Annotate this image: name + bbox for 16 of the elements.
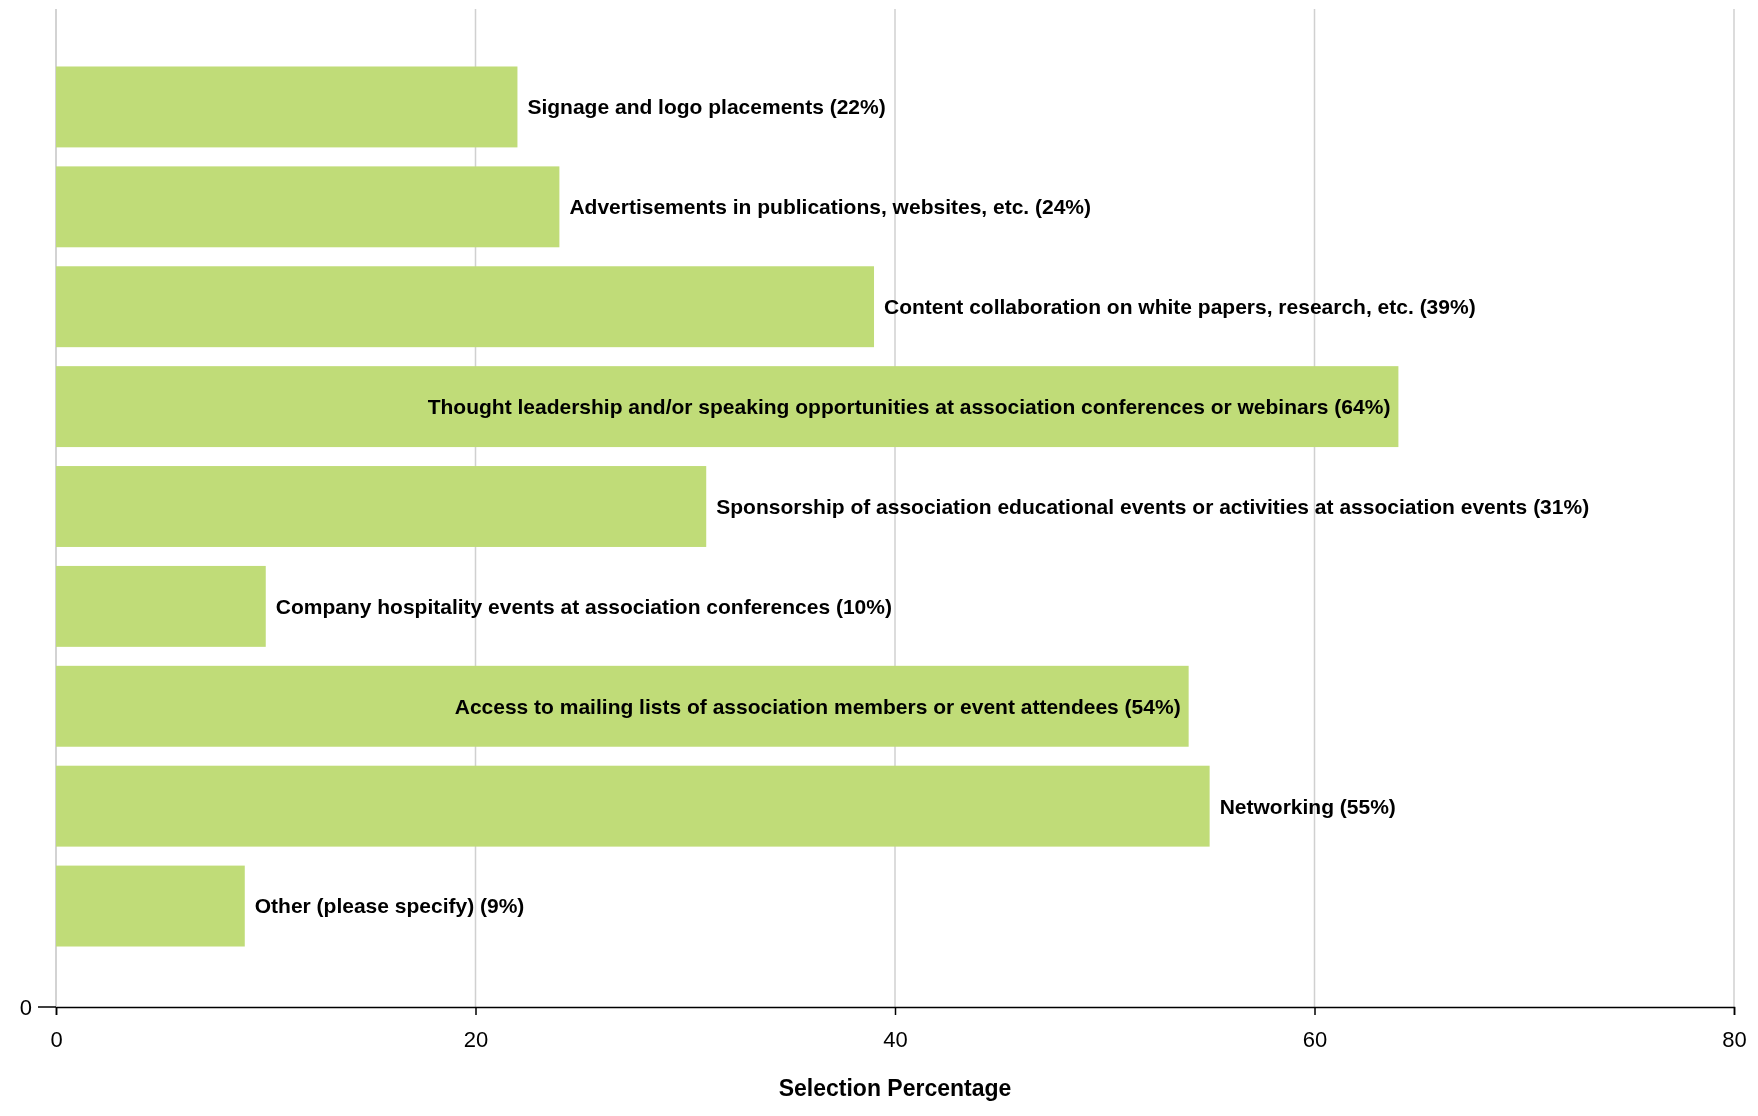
y-tick-label: Sponsorship of association educational events or activities at association events (31%) bbox=[716, 494, 1590, 518]
y-tick-label: Networking (55%) bbox=[1219, 794, 1396, 818]
x-tick-label: 20 bbox=[463, 1026, 489, 1052]
x-tick-label: 0 bbox=[50, 1026, 63, 1052]
y-tick-label: Other (please specify) (9%) bbox=[254, 894, 525, 918]
text: 0 bbox=[19, 994, 32, 1020]
y-tick-label: Company hospitality events at association conferences (10%) bbox=[275, 594, 892, 618]
y-tick-label: Content collaboration on white papers, research, etc. (39%) bbox=[884, 295, 1476, 319]
x-tick-label: 40 bbox=[883, 1026, 908, 1052]
x-tick-label: 60 bbox=[1302, 1026, 1328, 1052]
y-tick-label: Thought leadership and/or speaking opportunities at association conferences or webinars (64%) bbox=[427, 394, 1391, 418]
x-axis-title: Selection Percentage bbox=[778, 1075, 1012, 1101]
x-tick-label: 80 bbox=[1722, 1026, 1747, 1052]
y-tick-label: Advertisements in publications, websites, etc. (24%) bbox=[569, 195, 1092, 219]
y-tick-label: Signage and logo placements (22%) bbox=[527, 95, 886, 119]
y-tick-label: Access to mailing lists of association members or event attendees (54%) bbox=[454, 694, 1181, 718]
